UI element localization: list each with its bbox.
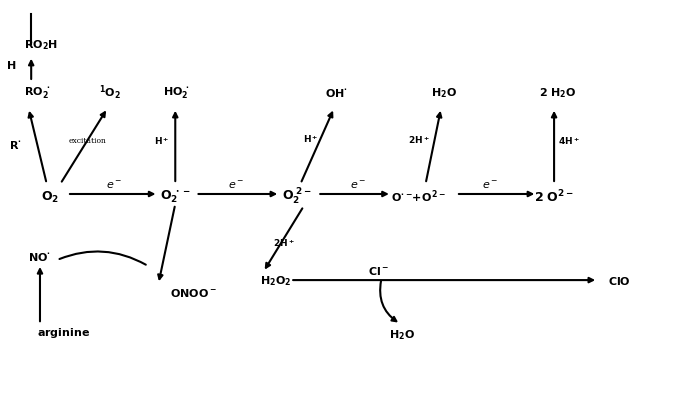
- Text: $\bf{H_2O}$: $\bf{H_2O}$: [389, 327, 415, 341]
- Text: $\bf{ClO}$: $\bf{ClO}$: [608, 275, 631, 286]
- Text: $\bf{H_2O}$: $\bf{H_2O}$: [432, 86, 458, 100]
- Text: $\bf{OH^{\bullet}}$: $\bf{OH^{\bullet}}$: [325, 87, 348, 99]
- Text: $\bf{2H^+}$: $\bf{2H^+}$: [273, 237, 295, 248]
- Text: $e^-$: $e^-$: [350, 179, 366, 190]
- Text: $e^-$: $e^-$: [106, 179, 123, 190]
- Text: $e^-$: $e^-$: [228, 179, 244, 190]
- Text: $\bf{2\ O^{2-}}$: $\bf{2\ O^{2-}}$: [534, 188, 574, 205]
- Text: $\bf{2H^+}$: $\bf{2H^+}$: [408, 134, 430, 146]
- Text: $\bf{arginine}$: $\bf{arginine}$: [37, 325, 90, 339]
- Text: $\bf{R^{\bullet}}$: $\bf{R^{\bullet}}$: [9, 139, 21, 151]
- Text: $\bf{2\ H_2O}$: $\bf{2\ H_2O}$: [539, 86, 576, 100]
- Text: $\bf{ONOO^-}$: $\bf{ONOO^-}$: [170, 286, 217, 298]
- Text: $\bf{Cl^-}$: $\bf{Cl^-}$: [368, 264, 389, 276]
- Text: $\bf{4H^+}$: $\bf{4H^+}$: [558, 135, 580, 147]
- Text: $\bf{RO_2^{\ \bullet}}$: $\bf{RO_2^{\ \bullet}}$: [25, 85, 50, 100]
- Text: $\bf{H_2O_2}$: $\bf{H_2O_2}$: [260, 273, 291, 287]
- Text: $\bf{O_2^{\ 2-}}$: $\bf{O_2^{\ 2-}}$: [282, 186, 312, 207]
- Text: $e^-$: $e^-$: [481, 179, 498, 190]
- Text: $\bf{NO^{\bullet}}$: $\bf{NO^{\bullet}}$: [29, 250, 51, 262]
- Text: $\bf{H^+}$: $\bf{H^+}$: [154, 135, 170, 147]
- Text: $\bf{RO_2H}$: $\bf{RO_2H}$: [25, 38, 59, 51]
- Text: $\bf{H}$: $\bf{H}$: [5, 59, 16, 70]
- Text: $\bf{O^{\bullet-}\!\!+\!O^{2-}}$: $\bf{O^{\bullet-}\!\!+\!O^{2-}}$: [391, 188, 446, 205]
- Text: $\bf{HO_2^{\ \bullet}}$: $\bf{HO_2^{\ \bullet}}$: [163, 85, 190, 100]
- Text: excitation: excitation: [68, 136, 106, 145]
- Text: $\bf{O_2^{\ \bullet-}}$: $\bf{O_2^{\ \bullet-}}$: [160, 188, 190, 205]
- Text: $\bf{O_2}$: $\bf{O_2}$: [41, 189, 59, 204]
- Text: $\bf{H^+}$: $\bf{H^+}$: [303, 133, 318, 145]
- Text: $\bf{^1O_2}$: $\bf{^1O_2}$: [99, 83, 121, 102]
